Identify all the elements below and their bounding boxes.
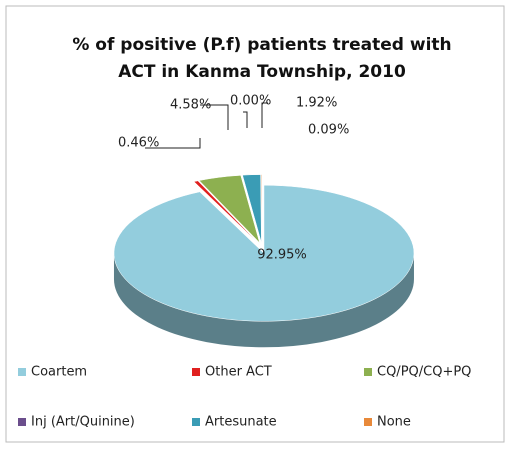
leader-line [261,102,268,128]
legend-swatch [18,418,26,426]
legend-swatch [18,368,26,376]
legend-label: CQ/PQ/CQ+PQ [377,365,471,380]
data-label: 0.00% [230,94,271,109]
data-label: 4.58% [170,98,211,113]
legend-label: Artesunate [205,415,277,430]
legend-swatch [364,368,372,376]
slice [198,175,260,243]
chart-frame [5,5,505,443]
legend-swatch [192,418,200,426]
leader-line [243,111,248,128]
legend-label: Inj (Art/Quinine) [31,415,135,430]
slice [260,174,263,243]
data-label: 92.95% [257,248,307,263]
chart-title: % of positive (P.f) patients treated wit… [72,35,451,55]
leader-line [145,138,201,149]
slice-side [113,253,414,348]
legend-label: Coartem [31,365,87,380]
slice [241,175,262,243]
data-label: 0.09% [308,123,349,138]
chart-title: ACT in Kanma Township, 2010 [118,62,406,82]
data-label: 0.46% [118,136,159,151]
legend-swatch [192,368,200,376]
slice [242,174,262,243]
data-label: 1.92% [296,96,337,111]
slice [113,185,415,322]
slice [193,180,259,244]
legend-label: Other ACT [205,365,272,380]
legend-label: None [377,415,411,430]
legend-swatch [364,418,372,426]
leader-line [200,104,229,130]
